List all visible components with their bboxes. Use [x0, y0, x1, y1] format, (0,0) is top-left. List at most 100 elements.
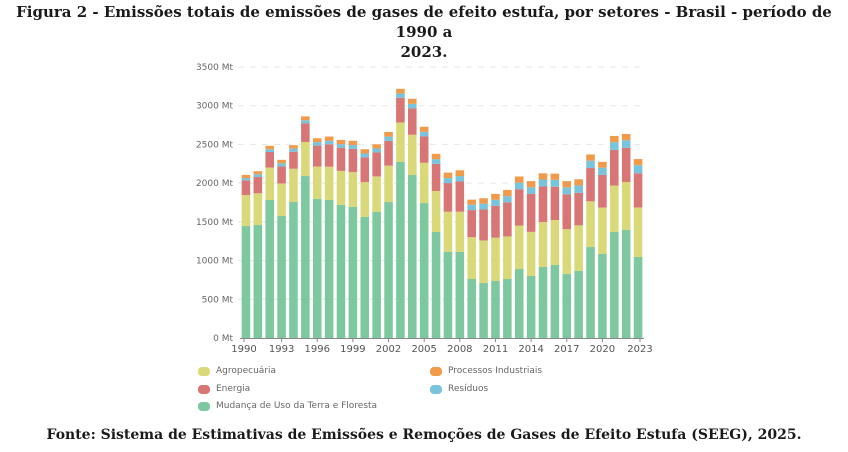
bar-segment	[419, 131, 429, 137]
bar-stack-2013	[514, 176, 524, 338]
y-tick-label: 0 Mt	[213, 334, 233, 344]
bar-stack-1997	[324, 136, 334, 338]
bar-stack-2009	[467, 199, 476, 338]
bar-stack-2015	[538, 173, 548, 338]
bar-segment	[621, 181, 631, 230]
bar-segment	[467, 199, 476, 205]
bar-segment	[253, 225, 263, 338]
bar-segment	[336, 204, 346, 338]
legend-item-energia: Energia	[198, 384, 250, 394]
bar-segment	[312, 138, 322, 143]
bar-segment	[503, 189, 512, 197]
grid-lines	[238, 66, 644, 300]
bar-stack-1993	[277, 159, 286, 338]
bar-segment	[396, 162, 405, 338]
bar-stack-2017	[562, 181, 572, 338]
bar-segment	[384, 165, 393, 203]
bars	[241, 88, 643, 338]
legend-swatch-agropecuaria	[198, 366, 210, 376]
bar-segment	[419, 203, 429, 338]
bar-segment	[360, 153, 370, 158]
bar-stack-2010	[479, 198, 488, 338]
bar-segment	[455, 170, 465, 177]
bar-segment	[312, 199, 322, 338]
bar-segment	[241, 180, 251, 196]
bar-segment	[396, 93, 405, 98]
bar-stack-2002	[384, 131, 393, 338]
bar-stack-2006	[431, 153, 441, 338]
x-tick-label: 2002	[376, 344, 401, 355]
legend-label-energia: Energia	[216, 384, 251, 394]
bar-segment	[408, 175, 417, 338]
bar-segment	[467, 210, 476, 238]
bar-segment	[633, 159, 643, 166]
bar-segment	[253, 174, 263, 178]
bar-segment	[360, 149, 370, 154]
bar-segment	[431, 159, 441, 164]
figure-source: Fonte: Sistema de Estimativas de Emissõe…	[46, 427, 802, 443]
bar-segment	[384, 140, 393, 166]
legend-item-residuos: Resíduos	[430, 384, 488, 394]
bar-segment	[586, 247, 595, 338]
bar-stack-2016	[550, 173, 560, 338]
bar-segment	[336, 147, 346, 171]
figure-title: Figura 2 - Emissões totais de emissões d…	[0, 2, 848, 62]
bar-segment	[324, 140, 334, 145]
bar-stack-2014	[526, 181, 536, 338]
bar-segment	[550, 186, 560, 221]
legend-swatch-processos-industriais	[430, 366, 442, 376]
bar-segment	[491, 205, 500, 238]
bar-segment	[312, 166, 322, 200]
bar-segment	[610, 232, 619, 338]
bar-segment	[503, 236, 512, 279]
bar-segment	[443, 172, 453, 179]
bar-stack-1990	[241, 174, 251, 338]
bar-segment	[396, 88, 405, 94]
legend-swatch-mudanca-uso-terra	[198, 401, 210, 411]
bar-segment	[241, 178, 251, 181]
bar-stack-2001	[372, 144, 381, 338]
bar-stack-1999	[348, 140, 358, 338]
bar-segment	[265, 200, 274, 338]
x-tick-label: 1990	[231, 344, 256, 355]
bar-segment	[610, 142, 619, 150]
bar-segment	[598, 167, 607, 176]
bar-segment	[348, 206, 358, 338]
bar-segment	[610, 149, 619, 186]
bar-segment	[491, 281, 500, 338]
bar-segment	[562, 187, 572, 195]
bar-segment	[265, 167, 274, 201]
bar-segment	[562, 194, 572, 230]
bar-segment	[467, 237, 476, 279]
legend-item-mudanca-uso-terra: Mudança de Uso da Terra e Floresta	[198, 401, 377, 411]
legend-label-residuos: Resíduos	[448, 384, 489, 394]
bar-segment	[324, 166, 334, 201]
bar-segment	[289, 148, 298, 152]
bar-stack-1995	[301, 116, 310, 338]
bar-segment	[289, 168, 298, 203]
bar-segment	[610, 135, 619, 143]
x-tick-label: 2005	[411, 344, 436, 355]
bar-segment	[526, 181, 536, 188]
bar-segment	[467, 204, 476, 211]
bar-segment	[598, 161, 607, 168]
legend-swatch-energia	[198, 384, 210, 394]
bar-stack-2007	[443, 172, 453, 338]
legend-label-mudanca-uso-terra: Mudança de Uso da Terra e Floresta	[216, 401, 378, 411]
bar-segment	[514, 225, 524, 270]
bar-segment	[479, 198, 488, 204]
bar-segment	[443, 178, 453, 184]
bar-segment	[348, 148, 358, 173]
legend-swatch-residuos	[430, 384, 442, 394]
bar-segment	[479, 283, 488, 338]
bar-segment	[348, 172, 358, 207]
bar-segment	[301, 141, 310, 177]
bar-segment	[467, 279, 476, 338]
x-tick-label: 1993	[269, 344, 294, 355]
bar-segment	[301, 176, 310, 338]
legend-item-agropecuaria: Agropecuária	[198, 366, 276, 376]
x-tick-label: 2020	[590, 344, 615, 355]
x-tick-label: 1999	[340, 344, 365, 355]
bar-segment	[253, 177, 263, 194]
